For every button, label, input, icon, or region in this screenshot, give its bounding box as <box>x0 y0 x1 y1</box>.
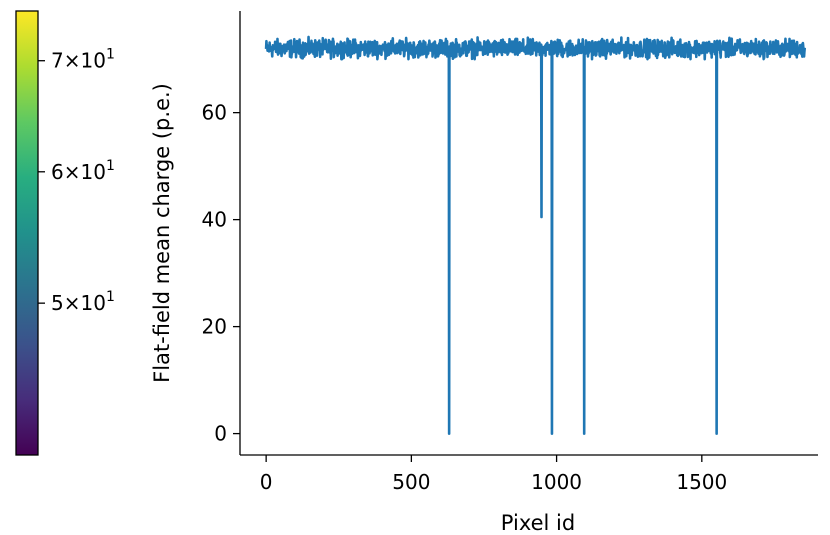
series-line <box>264 35 807 435</box>
y-axis-ticks: 0 20 40 60 <box>202 101 240 446</box>
x-tick-label: 1500 <box>676 470 727 494</box>
y-tick-label: 20 <box>202 315 227 339</box>
x-tick-label: 0 <box>260 470 273 494</box>
colorbar: 5×101 6×101 7×101 <box>15 10 115 456</box>
colorbar-ticks: 5×101 6×101 7×101 <box>38 47 115 315</box>
x-tick-label: 500 <box>392 470 430 494</box>
x-axis-label: Pixel id <box>501 511 575 535</box>
colorbar-tick-label: 7×101 <box>51 47 115 73</box>
y-axis-label: Flat-field mean charge (p.e.) <box>150 83 174 383</box>
y-tick-label: 60 <box>202 101 227 125</box>
colorbar-tick-label: 5×101 <box>51 289 115 315</box>
colorbar-frame <box>15 10 39 456</box>
x-axis-ticks: 0 500 1000 1500 <box>260 455 727 494</box>
plot-area: 0 500 1000 1500 0 20 40 60 Pixel id Flat-field… <box>150 11 818 535</box>
colorbar-gradient <box>16 11 38 455</box>
x-tick-label: 1000 <box>531 470 582 494</box>
y-tick-label: 0 <box>214 422 227 446</box>
y-tick-label: 40 <box>202 208 227 232</box>
colorbar-tick-label: 6×101 <box>51 158 115 184</box>
